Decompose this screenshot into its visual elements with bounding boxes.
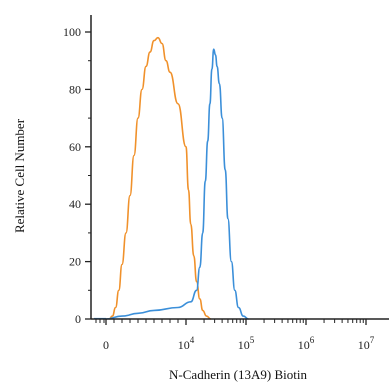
axes: 0 20 40 60 80 100 0 104 105 106 107 — [63, 15, 389, 352]
x-tick-label: 105 — [238, 335, 255, 352]
y-tick-label: 40 — [69, 197, 81, 211]
x-tick-label: 107 — [358, 335, 375, 352]
y-tick-label: 80 — [69, 82, 81, 96]
y-tick-label: 100 — [63, 25, 81, 39]
x-tick-label: 106 — [298, 335, 315, 352]
y-tick-label: 60 — [69, 140, 81, 154]
x-tick-label: 104 — [178, 335, 195, 352]
y-tick-label: 0 — [75, 312, 81, 326]
x-axis-title: N-Cadherin (13A9) Biotin — [169, 367, 307, 382]
y-axis-title: Relative Cell Number — [12, 118, 27, 233]
x-tick-label: 0 — [103, 338, 109, 352]
control-histogram-line — [109, 36, 212, 320]
y-tick-label: 20 — [69, 255, 81, 269]
plot-area — [94, 36, 249, 320]
stained-histogram-line — [105, 48, 249, 320]
